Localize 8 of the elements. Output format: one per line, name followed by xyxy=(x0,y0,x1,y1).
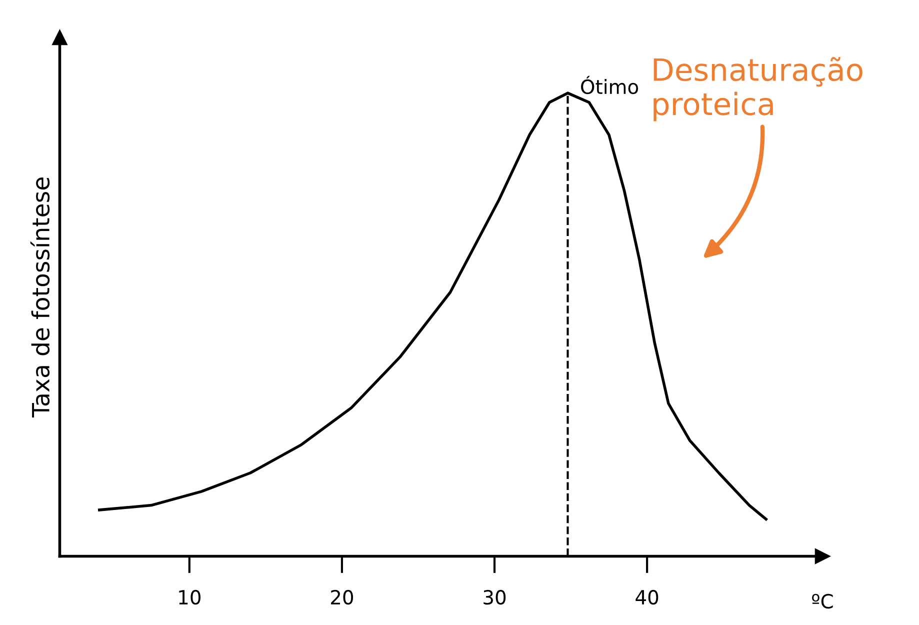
x-tick-label: 20 xyxy=(331,590,354,605)
x-tick-label: 30 xyxy=(484,590,506,605)
x-tick-label: 10 xyxy=(179,590,200,605)
ref-line-label: Ótimo xyxy=(581,76,638,94)
y-axis-title: Taxa de fotossíntese xyxy=(30,178,50,418)
x-axis-title: ºC xyxy=(812,594,833,609)
annotation: Desnaturação proteica xyxy=(654,56,862,122)
x-tick-label: 40 xyxy=(636,590,658,605)
